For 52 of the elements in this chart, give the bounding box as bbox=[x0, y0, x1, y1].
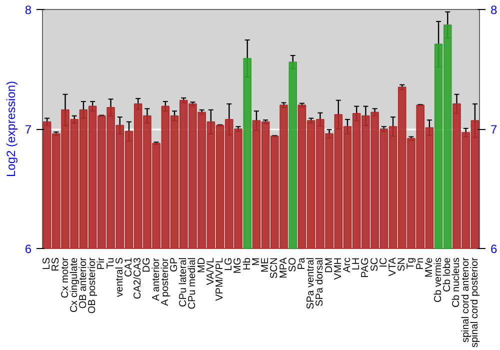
x-tick-label: ME bbox=[260, 257, 272, 272]
x-tick-label: M bbox=[250, 257, 262, 266]
x-tick-label: OB posterior bbox=[87, 256, 98, 314]
x-tick-label: RS bbox=[50, 257, 62, 272]
x-tick-label: SC bbox=[369, 257, 380, 272]
x-tick-label: Hb bbox=[242, 257, 253, 270]
x-tick-label: OB anterior bbox=[78, 256, 89, 309]
x-tick-label: GP bbox=[169, 257, 180, 272]
x-tick-label: Cx motor bbox=[60, 256, 71, 298]
x-tick-label: MD bbox=[196, 257, 208, 274]
x-tick-label: CPu medial bbox=[187, 257, 198, 310]
x-tick-label: spinal cord antenor bbox=[460, 256, 472, 343]
x-tick-label: Pa bbox=[296, 257, 308, 270]
x-tick-label: Cb lobe bbox=[442, 257, 454, 292]
x-tick-label: Tg bbox=[406, 258, 417, 270]
x-tick-label: SCN bbox=[269, 257, 280, 279]
x-tick-label: MPA bbox=[278, 257, 290, 278]
x-tick-label: PAG bbox=[360, 257, 372, 278]
x-tick-label: ventral S bbox=[114, 257, 126, 297]
x-tick-label: VTA bbox=[388, 257, 399, 276]
x-tick-label: VPM/VPL bbox=[214, 257, 226, 301]
x-tick-label: SO bbox=[287, 257, 298, 272]
x-tick-label: Tu bbox=[105, 257, 116, 269]
x-tick-label: spinal cord posterior bbox=[469, 256, 480, 348]
x-tick-label: SN bbox=[396, 257, 408, 272]
x-tick-label: VA/VL bbox=[205, 257, 216, 286]
x-tick-label: MG bbox=[232, 257, 244, 274]
x-tick-label: DG bbox=[142, 257, 153, 272]
x-tick-label: Pir bbox=[96, 256, 108, 270]
y-tick-label: 6 bbox=[24, 242, 32, 256]
x-tick-label: IC bbox=[378, 258, 390, 268]
x-tick-label: MVe bbox=[424, 257, 435, 278]
y2-tick-label: 6 bbox=[490, 242, 498, 256]
y2-tick-label: 7 bbox=[490, 122, 498, 136]
y-axis-title: Log2 (expression) bbox=[4, 80, 18, 178]
x-tick-label: LS bbox=[42, 257, 53, 270]
x-tick-label: Arc bbox=[342, 258, 353, 272]
y-tick-label: 8 bbox=[24, 3, 32, 17]
x-tick-label: A anterior bbox=[150, 257, 162, 301]
x-tick-label: Cb nucleus bbox=[451, 258, 462, 308]
x-tick-label: A posterior bbox=[160, 257, 171, 306]
x-tick-label: Pn bbox=[414, 257, 426, 270]
x-tick-label: DM bbox=[324, 257, 335, 274]
x-tick-label: LG bbox=[224, 257, 235, 271]
x-tick-label: CA2/CA3 bbox=[132, 257, 144, 300]
x-tick-label: SPa dorsal bbox=[314, 257, 326, 306]
y-tick-label: 7 bbox=[24, 122, 32, 136]
x-tick-label: VMH bbox=[332, 257, 344, 280]
y2-tick-label: 8 bbox=[490, 3, 498, 17]
x-tick-label: Cx cingulate bbox=[68, 257, 80, 313]
x-tick-label: CA1 bbox=[123, 257, 134, 277]
x-tick-label: LH bbox=[351, 257, 362, 270]
